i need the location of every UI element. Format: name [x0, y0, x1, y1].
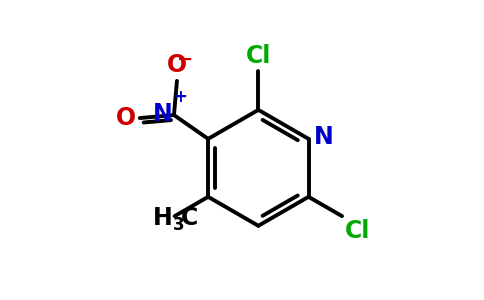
Text: O: O [116, 106, 136, 130]
Text: N: N [153, 102, 172, 126]
Text: −: − [177, 50, 194, 68]
Text: 3: 3 [173, 216, 184, 234]
Text: H: H [152, 206, 172, 230]
Text: C: C [181, 206, 198, 230]
Text: Cl: Cl [246, 44, 271, 68]
Text: N: N [314, 125, 333, 149]
Text: Cl: Cl [345, 219, 370, 243]
Text: O: O [167, 53, 187, 77]
Text: +: + [173, 88, 187, 106]
